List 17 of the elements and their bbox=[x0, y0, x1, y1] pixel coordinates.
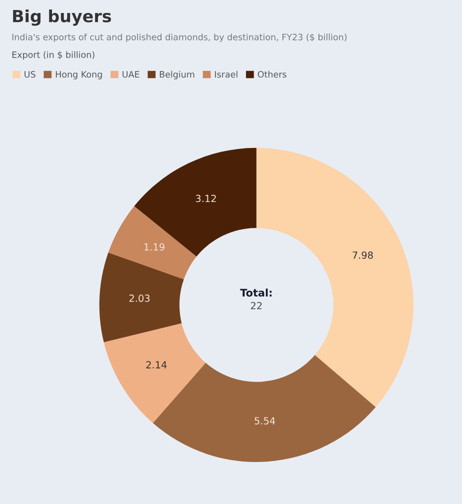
data-label: 7.98 bbox=[352, 251, 373, 259]
legend-label: Israel bbox=[215, 70, 238, 78]
legend-label: UAE bbox=[122, 71, 140, 78]
legend-label: Hong Kong bbox=[56, 71, 102, 80]
data-label: 2.03 bbox=[129, 294, 150, 302]
text: Total: bbox=[240, 288, 272, 297]
data-label: 5.54 bbox=[254, 417, 276, 424]
data-label: 3.12 bbox=[196, 194, 216, 202]
chart-subtitle: India's exports of cut and polished diamonds, by destination, FY23 ($ billion) bbox=[12, 34, 347, 42]
data-label: 2.14 bbox=[146, 361, 167, 368]
legend-title: Export (in $ billion) bbox=[12, 51, 94, 60]
data-label: 1.19 bbox=[144, 243, 164, 251]
chart-title: Big buyers bbox=[13, 10, 112, 26]
legend-label: Belgium bbox=[160, 70, 194, 80]
text: 22 bbox=[250, 302, 262, 310]
legend-label: Others bbox=[258, 70, 286, 78]
legend-label: US bbox=[24, 71, 36, 78]
